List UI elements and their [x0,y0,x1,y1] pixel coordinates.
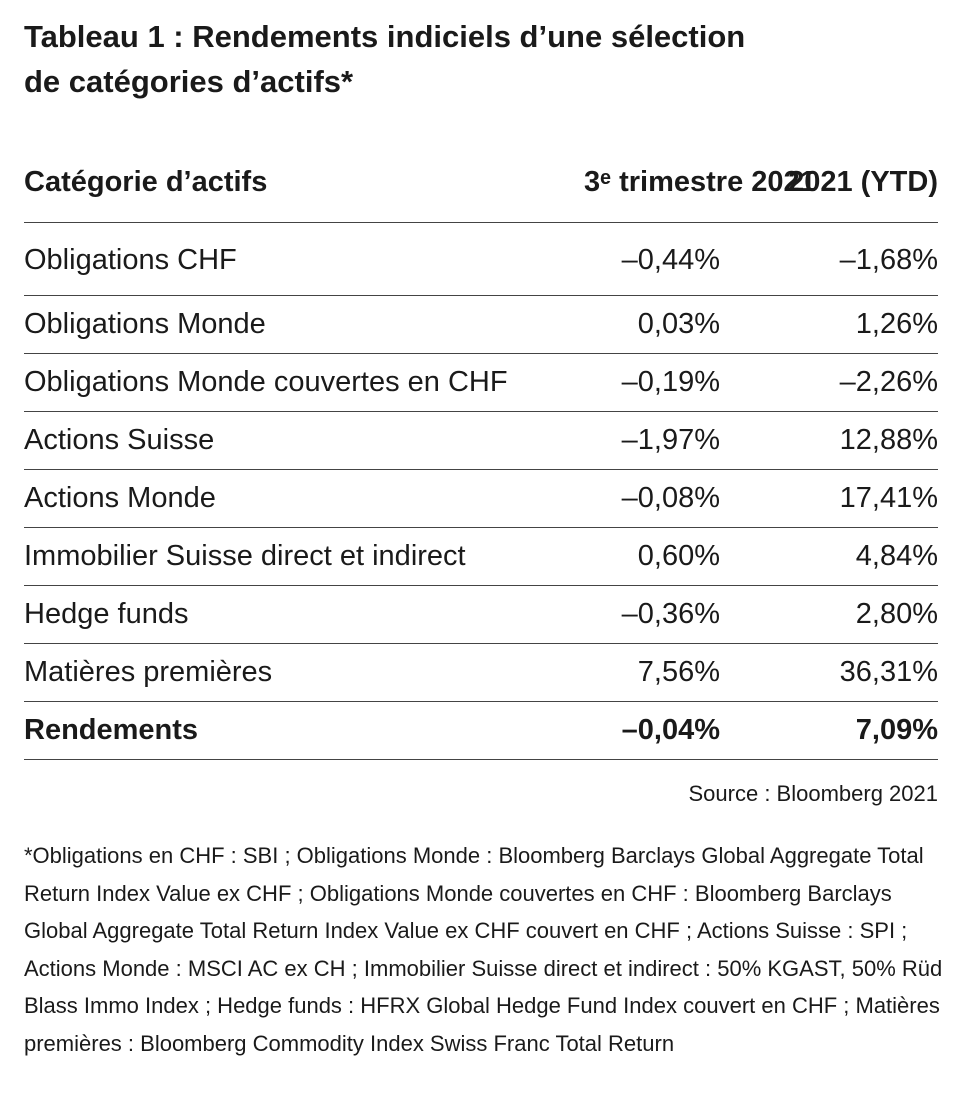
value-cell: 12,88% [720,411,938,470]
category-cell: Hedge funds [24,585,584,644]
header-cell: 2021 (YTD) [720,166,938,223]
header-cell: Catégorie d’actifs [24,166,584,223]
value-cell: –1,68% [720,222,938,296]
title: Tableau 1 : Rendements indiciels d’une s… [24,14,745,104]
value-cell: 0,03% [584,295,720,354]
table-row: Actions Suisse –1,97% 12,88% [24,411,938,470]
title-line: Tableau 1 : Rendements indiciels d’une s… [24,19,746,54]
value-cell: –0,44% [584,222,720,296]
value-cell: 1,26% [720,295,938,354]
category-cell: Actions Monde [24,469,584,528]
value-cell: 7,09% [720,701,938,760]
value-cell: 17,41% [720,469,938,528]
returns-table: Catégorie d’actifs 3ᵉ trimestre 2021 202… [24,166,938,760]
title-line: de catégories d’actifs* [24,64,354,99]
footnote: *Obligations en CHF : SBI ; Obligations … [24,843,943,1056]
value-cell: –0,04% [584,701,720,760]
total-row: Rendements –0,04% 7,09% [24,701,938,760]
category-cell: Obligations Monde couvertes en CHF [24,353,584,412]
value-cell: –0,08% [584,469,720,528]
table-body: Obligations CHF –0,44% –1,68% Obligations M… [24,222,938,760]
table-row: Immobilier Suisse direct et indirect 0,60… [24,527,938,586]
category-cell: Obligations CHF [24,222,584,296]
table-row: Matières premières 7,56% 36,31% [24,643,938,702]
table-row: Obligations Monde 0,03% 1,26% [24,295,938,354]
value-cell: 7,56% [584,643,720,702]
value-cell: 4,84% [720,527,938,586]
value-cell: 2,80% [720,585,938,644]
value-cell: 36,31% [720,643,938,702]
category-cell: Obligations Monde [24,295,584,354]
category-cell: Rendements [24,701,584,760]
value-cell: –0,36% [584,585,720,644]
header-row: Catégorie d’actifs 3ᵉ trimestre 2021 202… [24,166,938,223]
source: Source : Bloomberg 2021 [688,781,939,806]
value-cell: 0,60% [584,527,720,586]
value-cell: –0,19% [584,353,720,412]
value-cell: –1,97% [584,411,720,470]
table-row: Obligations Monde couvertes en CHF –0,19%… [24,353,938,412]
table-row: Obligations CHF –0,44% –1,68% [24,222,938,296]
category-cell: Matières premières [24,643,584,702]
header-cell: 3ᵉ trimestre 2021 [584,166,816,223]
category-cell: Immobilier Suisse direct et indirect [24,527,584,586]
category-cell: Actions Suisse [24,411,584,470]
value-cell: –2,26% [720,353,938,412]
table-row: Actions Monde –0,08% 17,41% [24,469,938,528]
table-row: Hedge funds –0,36% 2,80% [24,585,938,644]
